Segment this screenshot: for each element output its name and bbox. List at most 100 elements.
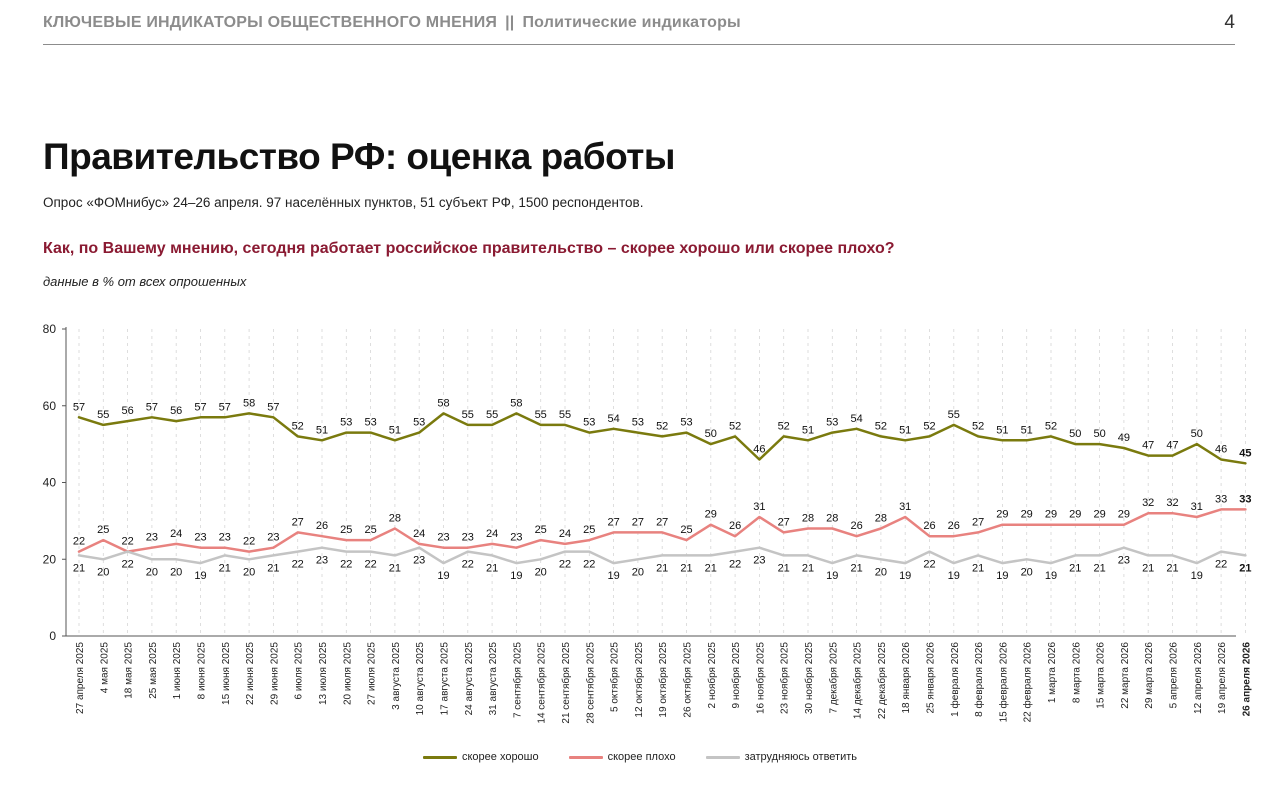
data-label: 22 (73, 536, 85, 548)
data-label: 29 (705, 509, 717, 521)
data-label: 53 (340, 417, 352, 429)
x-tick-label: 5 октября 2025 (609, 642, 621, 712)
data-label: 33 (1215, 493, 1227, 505)
data-label: 23 (437, 532, 449, 544)
x-tick-label: 21 сентября 2025 (560, 642, 572, 724)
data-label: 21 (656, 562, 668, 574)
x-tick-label: 8 июня 2025 (197, 642, 208, 700)
data-label: 57 (73, 401, 85, 413)
data-label: 21 (1166, 562, 1178, 574)
x-tick-label: 25 мая 2025 (148, 642, 159, 699)
data-label: 22 (364, 559, 376, 571)
data-label: 55 (97, 409, 109, 421)
x-tick-label: 14 сентября 2025 (536, 642, 548, 724)
data-label: 21 (1142, 562, 1154, 574)
header-subsection: Политические индикаторы (522, 14, 741, 31)
data-label: 55 (948, 409, 960, 421)
data-label: 21 (680, 562, 692, 574)
data-label: 46 (1215, 443, 1227, 455)
data-label: 53 (413, 417, 425, 429)
data-label: 29 (1093, 509, 1105, 521)
data-label: 21 (267, 562, 279, 574)
data-label: 23 (510, 532, 522, 544)
data-label: 21 (73, 562, 85, 574)
data-label: 53 (632, 417, 644, 429)
data-label: 28 (802, 513, 814, 525)
data-label: 26 (316, 520, 328, 532)
x-tick-label: 16 ноября 2025 (754, 642, 766, 714)
series-line-0 (77, 412, 1247, 465)
y-tick-label: 80 (43, 322, 57, 336)
x-tick-label: 14 декабря 2025 (852, 642, 864, 720)
data-label: 58 (437, 397, 449, 409)
page-title: Правительство РФ: оценка работы (43, 136, 676, 177)
x-tick-label: 1 июня 2025 (172, 642, 183, 700)
data-label: 55 (559, 409, 571, 421)
data-label: 20 (146, 566, 158, 578)
header-title: КЛЮЧЕВЫЕ ИНДИКАТОРЫ ОБЩЕСТВЕННОГО МНЕНИЯ… (43, 14, 741, 32)
data-label: 21 (1093, 562, 1105, 574)
data-label: 19 (996, 570, 1008, 582)
data-label: 53 (583, 417, 595, 429)
data-label: 20 (875, 566, 887, 578)
data-label: 28 (875, 513, 887, 525)
x-tick-label: 15 марта 2026 (1096, 642, 1107, 709)
page-number: 4 (1224, 12, 1235, 33)
x-tick-label: 4 мая 2025 (99, 642, 110, 694)
data-label: 57 (267, 401, 279, 413)
data-label: 57 (219, 401, 231, 413)
data-label: 20 (243, 566, 255, 578)
x-tick-label: 20 июля 2025 (342, 642, 353, 705)
data-label: 26 (850, 520, 862, 532)
data-label: 19 (437, 570, 449, 582)
x-tick-label: 25 января 2026 (926, 642, 937, 714)
data-label: 22 (559, 559, 571, 571)
data-label: 22 (729, 559, 741, 571)
x-tick-label: 31 августа 2025 (488, 642, 499, 716)
x-tick-label: 12 апреля 2026 (1193, 642, 1204, 714)
header-separator: || (505, 14, 515, 31)
x-tick-label: 2 ноября 2025 (706, 642, 718, 709)
data-label: 58 (243, 397, 255, 409)
x-tick-label: 7 сентября 2025 (511, 642, 523, 718)
data-label: 54 (850, 413, 862, 425)
data-label: 31 (899, 501, 911, 513)
x-tick-label: 1 февраля 2026 (949, 642, 961, 717)
data-label: 22 (243, 536, 255, 548)
data-label: 55 (486, 409, 498, 421)
data-label: 52 (875, 420, 887, 432)
data-label: 21 (1239, 562, 1251, 574)
data-label: 56 (121, 405, 133, 417)
chart-legend: скорее хорошо скорее плохо затрудняюсь о… (0, 751, 1280, 763)
x-tick-label: 9 ноября 2025 (730, 642, 742, 709)
data-label: 49 (1118, 432, 1130, 444)
data-label: 58 (510, 397, 522, 409)
data-label: 24 (413, 528, 425, 540)
data-label: 23 (413, 555, 425, 567)
data-label: 52 (729, 420, 741, 432)
data-label: 28 (389, 513, 401, 525)
x-tick-label: 29 июня 2025 (269, 642, 280, 705)
x-tick-label: 22 марта 2026 (1120, 642, 1131, 709)
data-note: данные в % от всех опрошенных (43, 274, 247, 289)
data-label: 19 (1045, 570, 1057, 582)
x-tick-label: 30 ноября 2025 (803, 642, 815, 714)
data-label: 23 (1118, 555, 1130, 567)
data-label: 26 (923, 520, 935, 532)
data-label: 20 (535, 566, 547, 578)
y-tick-label: 40 (43, 476, 57, 490)
data-label: 20 (1021, 566, 1033, 578)
survey-question: Как, по Вашему мнению, сегодня работает … (43, 240, 895, 257)
x-tick-label: 26 апреля 2026 (1241, 642, 1252, 717)
data-label: 21 (1069, 562, 1081, 574)
data-label: 19 (194, 570, 206, 582)
data-label: 32 (1166, 497, 1178, 509)
data-label: 25 (680, 524, 692, 536)
x-tick-label: 7 декабря 2025 (827, 642, 839, 714)
data-label: 27 (972, 516, 984, 528)
data-label: 22 (923, 559, 935, 571)
data-label: 51 (899, 424, 911, 436)
data-label: 50 (705, 428, 717, 440)
data-label: 19 (607, 570, 619, 582)
data-label: 25 (364, 524, 376, 536)
